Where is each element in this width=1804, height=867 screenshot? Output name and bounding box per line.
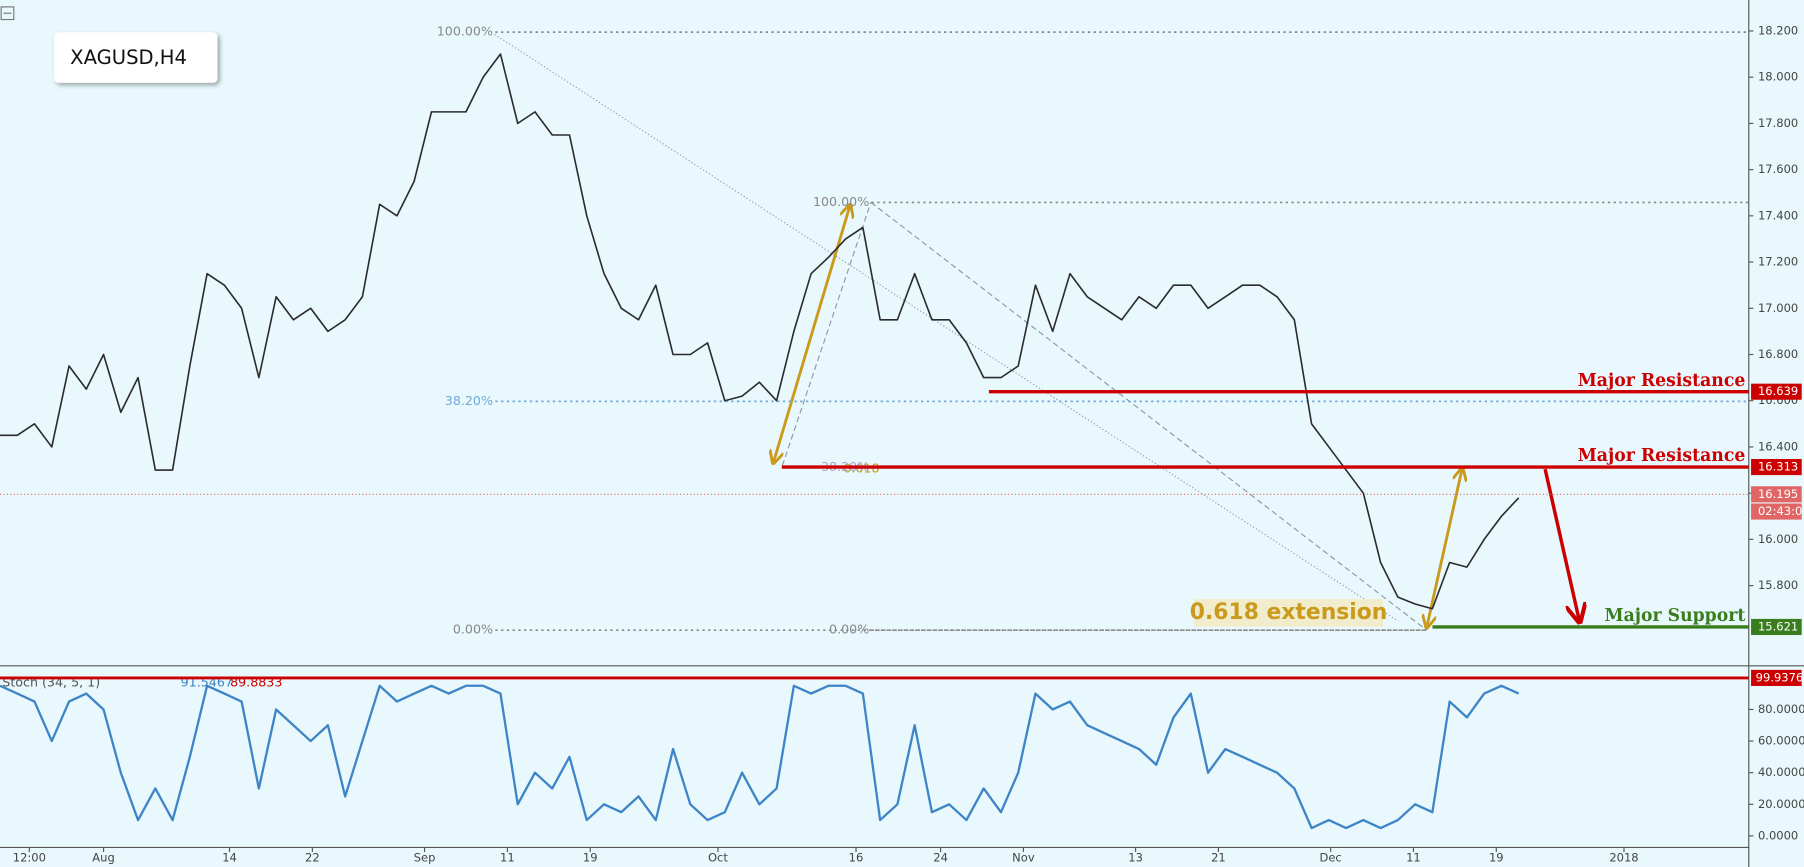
y-tick-label: 17.200: [1758, 255, 1798, 269]
trend-line: [870, 201, 1427, 631]
x-tick-label: 12:00: [13, 850, 46, 864]
level-price-box: [1751, 618, 1802, 636]
x-tick-label: 11: [1406, 850, 1421, 864]
level-price-label: 16.639: [1758, 384, 1798, 398]
countdown-box: [1751, 503, 1802, 520]
y-tick-label: 18.000: [1758, 70, 1798, 84]
y-tick-label: 60.0000: [1758, 734, 1804, 748]
level-label: Major Resistance: [1578, 446, 1746, 466]
countdown-label: 02:43:01: [1758, 504, 1804, 518]
level-price-label: 15.621: [1758, 619, 1798, 633]
symbol-title: XAGUSD,H4: [70, 46, 187, 69]
y-tick-label: 0.0000: [1758, 828, 1798, 842]
x-tick-label: Sep: [414, 850, 436, 864]
current-price-box: [1751, 486, 1802, 503]
x-tick-label: Nov: [1012, 850, 1035, 864]
x-tick-label: Oct: [708, 850, 728, 864]
x-tick-label: 22: [305, 850, 320, 864]
symbol-box: [54, 32, 218, 83]
y-tick-label: 17.000: [1758, 301, 1798, 315]
fib-label: 0.00%: [829, 622, 869, 637]
level-price-box: [1751, 383, 1802, 400]
y-tick-label: 17.400: [1758, 208, 1798, 222]
y-tick-label: 20.0000: [1758, 797, 1804, 811]
current-price-label: 16.195: [1758, 487, 1798, 501]
y-tick-label: 17.800: [1758, 116, 1798, 130]
level-label: Major Support: [1604, 606, 1745, 626]
y-tick-label: 17.600: [1758, 162, 1798, 176]
fib-label: 38.20%: [445, 393, 493, 408]
y-tick-label: 16.400: [1758, 439, 1798, 453]
collapse-button[interactable]: [0, 6, 15, 21]
extension-label: 0.618 extension: [1190, 600, 1388, 625]
x-tick-label: 19: [583, 850, 598, 864]
x-tick-label: Dec: [1319, 850, 1341, 864]
indicator-level-box: [1751, 669, 1802, 686]
series-line: [0, 684, 1520, 830]
fib-label: 100.00%: [813, 194, 869, 209]
y-tick-label: 80.0000: [1758, 702, 1804, 716]
x-tick-label: 16: [849, 850, 864, 864]
fib-label: 0.00%: [453, 622, 493, 637]
x-tick-label: 24: [933, 850, 948, 864]
level-price-label: 16.313: [1758, 460, 1798, 474]
y-tick-label: 18.200: [1758, 23, 1798, 37]
x-tick-label: 2018: [1609, 850, 1638, 864]
move-arrow: [1427, 468, 1463, 628]
y-tick-label: 15.800: [1758, 578, 1798, 592]
x-tick-label: 14: [222, 850, 237, 864]
x-tick-label: 21: [1211, 850, 1226, 864]
x-tick-label: 19: [1489, 850, 1504, 864]
x-tick-label: 11: [500, 850, 515, 864]
x-tick-label: Aug: [92, 850, 114, 864]
level-label: Major Resistance: [1578, 371, 1746, 391]
y-tick-label: 40.0000: [1758, 765, 1804, 779]
y-tick-label: 16.800: [1758, 347, 1798, 361]
level-price-box: [1751, 458, 1802, 476]
trend-line: [494, 34, 1399, 622]
y-tick-label: 16.000: [1758, 532, 1798, 546]
x-tick-label: 13: [1128, 850, 1143, 864]
indicator-level-label: 99.9376: [1756, 670, 1804, 684]
extension-label-box: [1194, 599, 1383, 627]
series-line: [0, 53, 1520, 610]
fib-label: 100.00%: [437, 24, 493, 39]
